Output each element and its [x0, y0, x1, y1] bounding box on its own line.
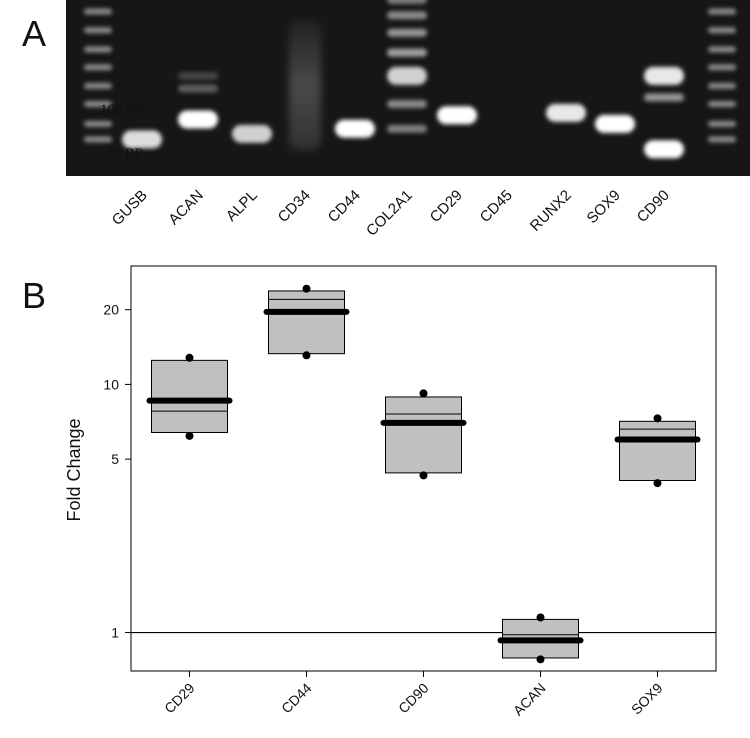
min-point [653, 479, 662, 488]
gel-lane [122, 130, 162, 149]
lane-label: ALPL [223, 187, 261, 225]
gel-lane [595, 114, 635, 133]
lane-labels: GUSB ACAN ALPL CD34 CD44 COL2A1 CD29 CD45 RUNX2 S… [109, 187, 673, 240]
gel-band [387, 11, 427, 20]
gel-lane [232, 124, 272, 143]
gel-band [178, 71, 218, 80]
gel-lane [289, 20, 321, 150]
x-tick-label: SOX9 [628, 680, 666, 718]
box-cd44 [263, 284, 350, 360]
ladder-band [708, 64, 736, 71]
max-point [419, 389, 428, 398]
ladder-band [708, 27, 736, 34]
gel-band [178, 84, 218, 93]
ladder-band [84, 64, 112, 71]
min-point [536, 655, 545, 664]
min-point [185, 431, 194, 440]
gel-lane [335, 119, 375, 138]
ladder-band [84, 136, 112, 143]
y-tick-label: 20 [103, 302, 119, 318]
bp-marker-50: 50 BP [106, 146, 143, 162]
ladder-band [84, 46, 112, 53]
panel-a-letter: A [22, 13, 46, 54]
gel-band [644, 140, 684, 159]
gel-lane [437, 106, 477, 125]
box-rect [151, 359, 228, 433]
gel-band [232, 124, 272, 143]
lane-label: GUSB [109, 187, 151, 229]
ladder-band [708, 120, 736, 127]
gel-band [644, 66, 684, 85]
gel-band [387, 124, 427, 133]
gel-lane [644, 66, 684, 159]
ladder-lane [708, 8, 736, 143]
gel-band [546, 103, 586, 122]
gel-smear [289, 20, 321, 150]
ladder-band [708, 101, 736, 107]
max-point [185, 353, 194, 362]
lane-label: CD45 [477, 187, 516, 226]
min-point [302, 351, 311, 360]
gel-band [437, 106, 477, 125]
gel-lane [546, 103, 586, 122]
lane-label: CD29 [427, 187, 466, 226]
ladder-band [708, 136, 736, 143]
lane-label: CD90 [634, 187, 673, 226]
min-point [419, 471, 428, 480]
y-tick-label: 5 [111, 451, 119, 467]
ladder-band [84, 27, 112, 34]
box-acan [497, 613, 584, 664]
panel-b-letter: B [22, 275, 46, 316]
ladder-band [708, 46, 736, 53]
lane-label: CD34 [275, 187, 314, 226]
gel-band [335, 119, 375, 138]
gel-lane [387, 0, 427, 133]
ladder-lane [84, 8, 112, 143]
ladder-band [84, 101, 112, 107]
ladder-band [84, 120, 112, 127]
lane-label: SOX9 [584, 187, 624, 227]
gel-band [644, 93, 684, 102]
y-tick-label: 10 [103, 376, 119, 392]
lane-label: ACAN [165, 187, 206, 228]
box-rect [619, 420, 696, 481]
x-tick-label: CD29 [161, 680, 198, 717]
box-rect [385, 396, 462, 474]
box-cd90 [380, 389, 467, 480]
x-tick-label: CD90 [395, 680, 432, 717]
gel-band [387, 28, 427, 37]
ladder-band [708, 8, 736, 15]
gel-band [122, 130, 162, 149]
max-point [302, 284, 311, 293]
gel-band [178, 110, 218, 129]
y-tick-label: 1 [111, 625, 119, 641]
x-tick-label: CD44 [278, 680, 315, 717]
gel-image [66, 0, 750, 176]
lane-label: RUNX2 [527, 187, 575, 235]
ladder-band [84, 8, 112, 15]
ladder-band [84, 82, 112, 89]
ladder-band [708, 82, 736, 89]
gel-band [595, 114, 635, 133]
lane-label: CD44 [325, 187, 364, 226]
x-tick-label: ACAN [510, 680, 549, 719]
box-cd29 [146, 353, 233, 440]
gel-lane [178, 71, 218, 129]
box-sox9 [614, 414, 701, 488]
gel-band [387, 48, 427, 57]
y-axis-title: Fold Change [64, 418, 84, 521]
lane-label: COL2A1 [363, 187, 416, 240]
bp-marker-100: 100 BP [100, 102, 145, 118]
gel-band [387, 0, 427, 4]
gel-band [387, 66, 427, 85]
gel-band [387, 100, 427, 108]
max-point [536, 613, 545, 622]
max-point [653, 414, 662, 423]
box-rect [268, 290, 345, 355]
